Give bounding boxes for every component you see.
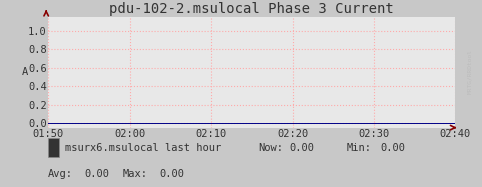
Text: Now:: Now:: [258, 143, 283, 153]
Text: 0.00: 0.00: [159, 169, 184, 179]
Text: 0.00: 0.00: [84, 169, 109, 179]
Text: 0.00: 0.00: [289, 143, 314, 153]
Title: pdu-102-2.msulocal Phase 3 Current: pdu-102-2.msulocal Phase 3 Current: [109, 2, 394, 16]
Text: 0.00: 0.00: [381, 143, 406, 153]
Text: msurx6.msulocal last hour: msurx6.msulocal last hour: [65, 143, 221, 153]
Text: Max:: Max:: [123, 169, 148, 179]
Text: Avg:: Avg:: [48, 169, 73, 179]
Text: MRTG/RRDtool: MRTG/RRDtool: [468, 49, 472, 94]
Y-axis label: A: A: [22, 68, 28, 77]
Text: Min:: Min:: [347, 143, 372, 153]
